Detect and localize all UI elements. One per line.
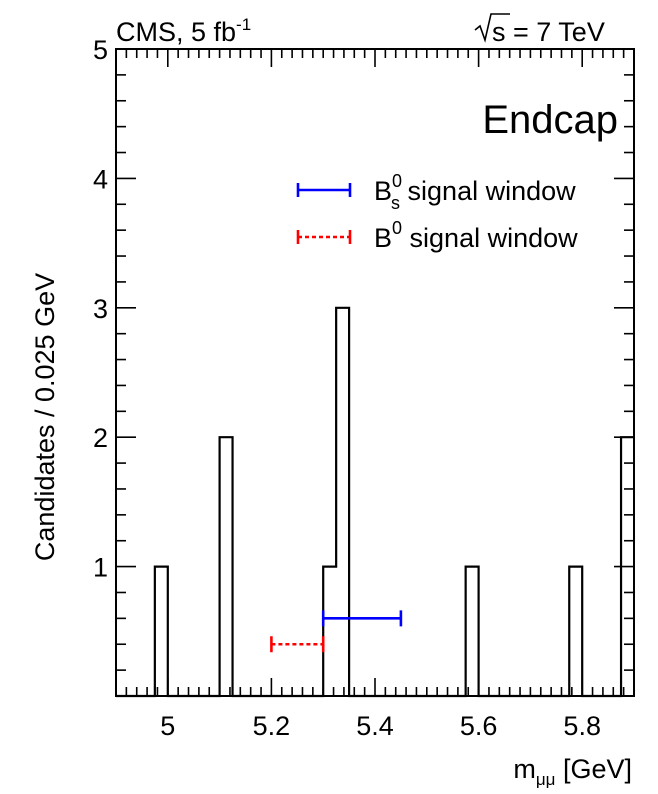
legend-bs-label: B0 s signal window	[374, 171, 576, 213]
y-tick-label: 5	[93, 35, 108, 65]
legend-b0-label: B0 signal window	[374, 218, 578, 253]
plot-frame-rect	[115, 48, 635, 697]
y-tick-label: 1	[93, 553, 108, 583]
energy-label: s = 7 TeV	[474, 13, 605, 47]
experiment-label: CMS, 5 fb-1	[116, 15, 251, 47]
y-tick-label: 4	[93, 164, 108, 194]
y-tick-label: 2	[93, 423, 108, 453]
histogram-outline	[116, 306, 634, 698]
x-axis-label-subscript: μμ	[536, 770, 556, 789]
legend: B0 s signal window B0 signal window	[296, 171, 578, 253]
svg-text:s = 7 TeV: s = 7 TeV	[492, 17, 605, 47]
signal-windows	[270, 610, 403, 653]
histogram-bars	[116, 306, 634, 698]
x-tick-label: 5.2	[253, 711, 291, 741]
x-tick-label: 5.6	[460, 711, 498, 741]
x-tick-label: 5.4	[356, 711, 394, 741]
y-tick-label: 3	[93, 294, 108, 324]
x-tick-label: 5.8	[563, 711, 601, 741]
sqrt-symbol	[474, 13, 510, 43]
region-label: Endcap	[482, 98, 618, 142]
x-tick-label: 5	[160, 711, 175, 741]
plot-frame	[115, 48, 635, 697]
x-axis-label-unit: [GeV]	[555, 754, 632, 784]
x-axis-label: mμμ [GeV]	[513, 754, 632, 789]
luminosity-exponent: -1	[236, 15, 251, 34]
axes: 5 5.2 5.4 5.6 5.8 1 2 3 4 5	[93, 35, 635, 741]
y-axis-label: Candidates / 0.025 GeV	[30, 273, 60, 561]
